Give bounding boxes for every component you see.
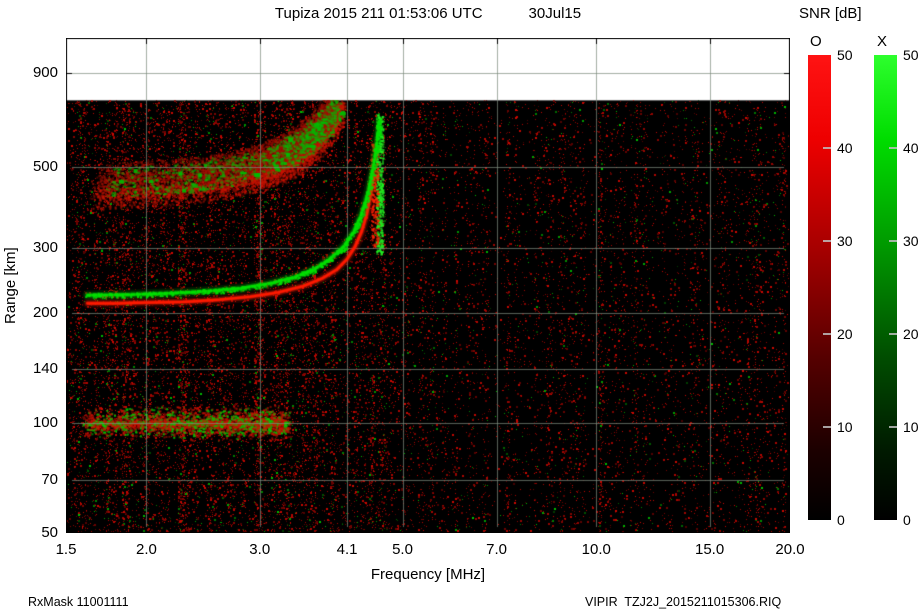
chart-date-text: 30Jul15 — [528, 5, 582, 22]
colorbar-x-tick-label: 0 — [903, 512, 911, 528]
y-tick-label: 200 — [32, 303, 58, 321]
x-tick-label: 10.0 — [581, 541, 611, 558]
x-tick-label: 5.0 — [392, 541, 413, 558]
colorbar-o-tick-label: 30 — [837, 233, 853, 249]
colorbar-o-tick-label: 20 — [837, 326, 853, 342]
colorbar-x — [874, 55, 897, 520]
colorbar-o-tick-label: 40 — [837, 140, 853, 156]
colorbar-x-tick-mark — [889, 147, 897, 149]
colorbar-x-tick-mark — [889, 240, 897, 242]
colorbar-title: SNR [dB] — [799, 5, 862, 22]
chart-title-text: Tupiza 2015 211 01:53:06 UTC — [274, 5, 483, 22]
x-tick-label: 4.1 — [336, 541, 358, 558]
colorbar-x-tick-mark — [889, 333, 897, 335]
x-tick-label: 20.0 — [775, 541, 805, 558]
colorbar-o-tick-label: 50 — [837, 47, 853, 63]
colorbar-o-label: O — [810, 33, 822, 50]
colorbar-o-tick-mark — [823, 240, 831, 242]
colorbar-x-tick-label: 40 — [903, 140, 919, 156]
colorbar-o-tick-label: 10 — [837, 419, 853, 435]
colorbar-x-tick-label: 50 — [903, 47, 919, 63]
x-tick-label: 2.0 — [135, 541, 157, 558]
colorbar-x-tick-label: 20 — [903, 326, 919, 342]
x-tick-label: 7.0 — [486, 541, 507, 558]
colorbar-x-tick-label: 10 — [903, 419, 919, 435]
colorbar-x-label: X — [877, 33, 888, 50]
y-tick-label: 500 — [32, 157, 58, 175]
y-tick-label: 900 — [32, 64, 58, 82]
y-tick-label: 300 — [32, 239, 58, 257]
filename-label: VIPIR TZJ2J_2015211015306.RIQ — [585, 595, 782, 609]
colorbar-o — [808, 55, 831, 520]
y-tick-label: 70 — [41, 470, 58, 488]
plot-canvas — [66, 38, 790, 533]
colorbar-o-tick-mark — [823, 333, 831, 335]
y-tick-label: 140 — [32, 360, 58, 378]
y-tick-label: 50 — [41, 524, 58, 541]
colorbar-o-tick-mark — [823, 426, 831, 428]
x-axis-label: Frequency [MHz] — [370, 566, 486, 583]
x-tick-label: 1.5 — [55, 541, 77, 558]
y-tick-label: 100 — [32, 413, 58, 431]
x-tick-label: 3.0 — [249, 541, 271, 558]
x-tick-label: 15.0 — [694, 541, 725, 558]
colorbar-o-tick-mark — [823, 147, 831, 149]
y-axis-label: Range [km] — [2, 247, 19, 324]
chart-title: Tupiza 2015 211 01:53:06 UTC 30Jul15 — [66, 5, 790, 22]
rxmask-label: RxMask 11001111 — [28, 595, 129, 609]
colorbar-x-tick-mark — [889, 426, 897, 428]
colorbar-x-tick-label: 30 — [903, 233, 919, 249]
colorbar-o-tick-label: 0 — [837, 512, 845, 528]
